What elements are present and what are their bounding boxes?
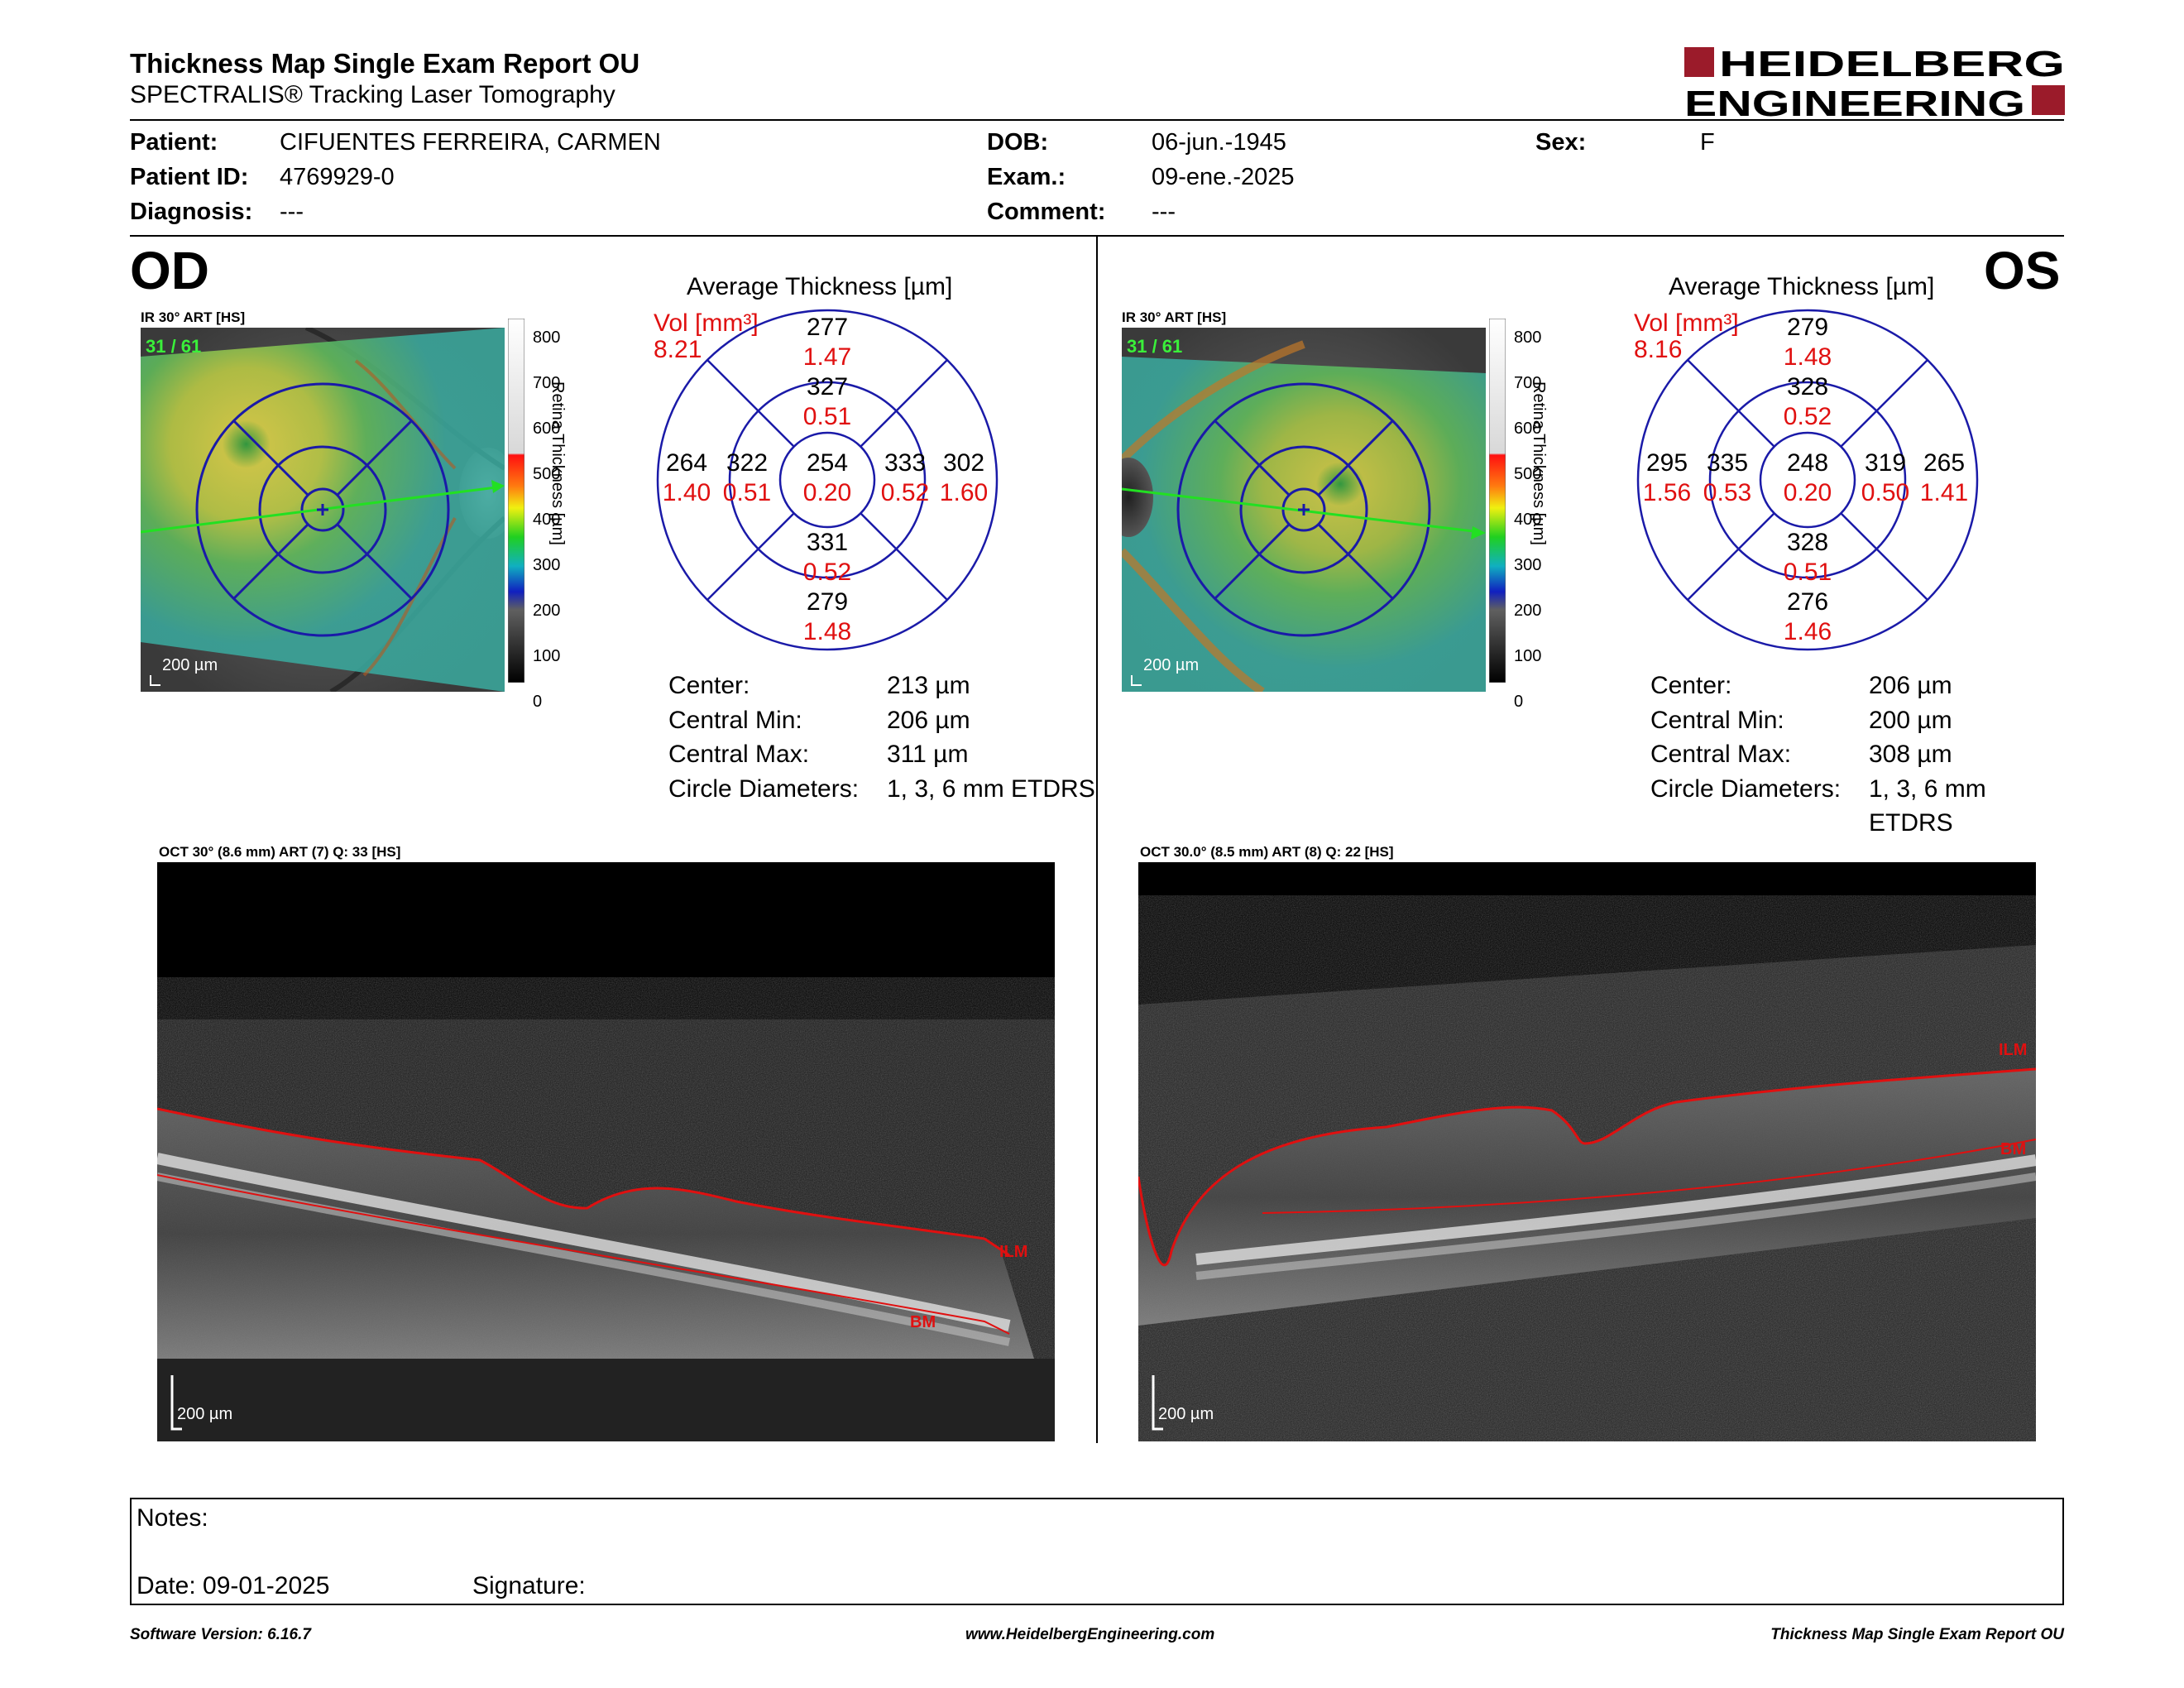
od-sector-values: 277 1.47 327 0.51 264 1.40 322 0.51 254 0.20 …	[662, 314, 989, 645]
footer-report-name: Thickness Map Single Exam Report OU	[1770, 1626, 2064, 1643]
os-sector-values: 279 1.48 328 0.52 295 1.56 335 0.53 248 0.20 …	[1642, 314, 1969, 645]
scale-tick-600: 600	[533, 420, 561, 438]
od-color-scale: 800 700 600 500 400 300 200 100 0 Retina…	[506, 319, 589, 711]
os-oct-scale: 200 µm	[1158, 1405, 1214, 1423]
date-label: Date: 09-01-2025	[136, 1572, 330, 1599]
svg-text:HEIDELBERG: HEIDELBERG	[1719, 45, 2065, 84]
os-bm-label: BM	[2000, 1140, 2027, 1158]
signature-label: Signature:	[472, 1572, 586, 1599]
scale-tick-200: 200	[1514, 602, 1542, 620]
scale-tick-500: 500	[1514, 465, 1542, 483]
od-fundus-scale: 200 µm	[162, 656, 218, 674]
os-stats: Center: 206 µm Central Min: 200 µm Central…	[1650, 672, 1986, 837]
os-etdrs-grid	[1636, 309, 1979, 651]
footer-website-link[interactable]: www.HeidelbergEngineering.com	[965, 1626, 1215, 1643]
os-oct-label: OCT 30.0° (8.5 mm) ART (8) Q: 22 [HS]	[1140, 844, 1394, 860]
os-fundus-counter: 31 / 61	[1127, 336, 1183, 357]
report-subtitle: SPECTRALIS® Tracking Laser Tomography	[130, 81, 615, 108]
patient-id-label: Patient ID:	[130, 164, 249, 190]
od-ilm-label: ILM	[999, 1243, 1028, 1261]
os-oct-image: ILM BM 200 µm	[1138, 862, 2036, 1441]
od-fundus-label: IR 30° ART [HS]	[141, 309, 246, 325]
od-eye-label: OD	[130, 241, 209, 300]
heidelberg-logo: HEIDELBERG ENGINEERING	[1684, 44, 2065, 124]
os-eye-label: OS	[1984, 241, 2061, 300]
od-oct-image: ILM BM 200 µm	[157, 862, 1055, 1441]
os-fundus-scale: 200 µm	[1143, 656, 1200, 674]
dob-label: DOB:	[987, 129, 1049, 156]
eye-divider	[1096, 237, 1098, 1443]
od-stats: Center: 213 µm Central Min: 206 µm Central…	[668, 672, 1095, 803]
scale-tick-800: 800	[533, 328, 561, 347]
scale-tick-400: 400	[533, 511, 561, 529]
sex-label: Sex:	[1535, 129, 1587, 156]
scale-tick-500: 500	[533, 465, 561, 483]
scale-tick-300: 300	[1514, 556, 1542, 574]
scale-tick-700: 700	[1514, 374, 1542, 392]
patient-label: Patient:	[130, 129, 218, 156]
patient-name: CIFUENTES FERREIRA, CARMEN	[280, 129, 661, 156]
scale-tick-200: 200	[533, 602, 561, 620]
notes-label: Notes:	[136, 1504, 208, 1532]
scale-tick-100: 100	[533, 647, 561, 665]
os-color-scale: 800 700 600 500 400 300 200 100 0 Retina…	[1487, 319, 1570, 711]
os-fundus-label: IR 30° ART [HS]	[1122, 309, 1227, 325]
od-vol-value: 8.21	[654, 336, 702, 363]
patient-divider	[130, 235, 2064, 237]
scale-tick-300: 300	[533, 556, 561, 574]
od-fundus-image: 31 / 61 200 µm	[140, 325, 517, 694]
os-ilm-label: ILM	[1999, 1041, 2028, 1059]
od-oct-label: OCT 30° (8.6 mm) ART (7) Q: 33 [HS]	[159, 844, 401, 860]
od-bm-label: BM	[910, 1313, 936, 1331]
od-oct-scale: 200 µm	[177, 1405, 233, 1423]
od-etdrs-grid	[656, 309, 999, 651]
scale-tick-600: 600	[1514, 420, 1542, 438]
comment-value: ---	[1152, 199, 1176, 225]
comment-label: Comment:	[987, 199, 1106, 225]
os-avg-title: Average Thickness [µm]	[1669, 273, 1935, 300]
od-vol-label: Vol [mm³]	[654, 309, 759, 337]
report-title: Thickness Map Single Exam Report OU	[130, 48, 640, 79]
exam-value: 09-ene.-2025	[1152, 164, 1295, 190]
exam-label: Exam.:	[987, 164, 1066, 190]
dob-value: 06-jun.-1945	[1152, 129, 1286, 156]
scale-tick-400: 400	[1514, 511, 1542, 529]
scale-tick-0: 0	[533, 693, 543, 711]
sex-value: F	[1700, 129, 1715, 156]
scale-tick-100: 100	[1514, 647, 1542, 665]
svg-text:ENGINEERING: ENGINEERING	[1684, 84, 2025, 119]
scale-tick-0: 0	[1514, 693, 1524, 711]
header-divider	[130, 119, 2064, 121]
diagnosis-label: Diagnosis:	[130, 199, 253, 225]
os-vol-label: Vol [mm³]	[1634, 309, 1739, 337]
os-scale-axis-label: Retina Thickness [µm]	[1530, 381, 1548, 545]
od-scale-axis-label: Retina Thickness [µm]	[548, 381, 567, 545]
scale-tick-800: 800	[1514, 328, 1542, 347]
scale-tick-700: 700	[533, 374, 561, 392]
od-fundus-counter: 31 / 61	[146, 336, 202, 357]
patient-id: 4769929-0	[280, 164, 395, 190]
os-vol-value: 8.16	[1634, 336, 1683, 363]
od-avg-title: Average Thickness [µm]	[687, 273, 953, 300]
footer-software-version: Software Version: 6.16.7	[130, 1626, 311, 1643]
os-fundus-image: 31 / 61 200 µm	[1104, 328, 1486, 696]
notes-box[interactable]: Notes: Date: 09-01-2025 Signature:	[130, 1498, 2064, 1605]
diagnosis-value: ---	[280, 199, 304, 225]
